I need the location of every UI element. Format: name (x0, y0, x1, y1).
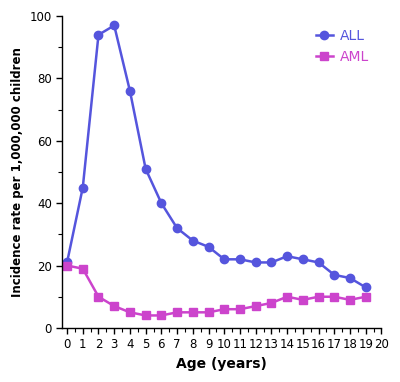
ALL (112, 23, 117, 28)
AML (332, 295, 337, 299)
AML (285, 295, 290, 299)
ALL (175, 226, 180, 230)
AML (143, 313, 148, 318)
ALL (300, 257, 305, 262)
AML (300, 298, 305, 302)
ALL (96, 32, 101, 37)
ALL (159, 201, 164, 206)
AML (348, 298, 352, 302)
AML (269, 301, 274, 305)
AML (96, 295, 101, 299)
ALL (332, 273, 337, 277)
AML (316, 295, 321, 299)
AML (112, 304, 117, 308)
AML (159, 313, 164, 318)
ALL (65, 260, 70, 265)
X-axis label: Age (years): Age (years) (176, 357, 267, 371)
ALL (190, 238, 195, 243)
ALL (363, 285, 368, 290)
ALL (269, 260, 274, 265)
AML (128, 310, 132, 315)
ALL (80, 185, 85, 190)
ALL (206, 244, 211, 249)
AML (253, 304, 258, 308)
AML (206, 310, 211, 315)
ALL (128, 89, 132, 93)
Legend: ALL, AML: ALL, AML (310, 23, 374, 69)
ALL (143, 167, 148, 171)
ALL (222, 257, 227, 262)
ALL (348, 276, 352, 280)
ALL (316, 260, 321, 265)
AML (80, 266, 85, 271)
Y-axis label: Incidence rate per 1,000,000 children: Incidence rate per 1,000,000 children (11, 47, 24, 297)
AML (65, 263, 70, 268)
ALL (285, 254, 290, 259)
AML (190, 310, 195, 315)
ALL (238, 257, 242, 262)
AML (238, 307, 242, 311)
AML (175, 310, 180, 315)
Line: AML: AML (63, 261, 370, 320)
AML (363, 295, 368, 299)
AML (222, 307, 227, 311)
ALL (253, 260, 258, 265)
Line: ALL: ALL (63, 21, 370, 291)
